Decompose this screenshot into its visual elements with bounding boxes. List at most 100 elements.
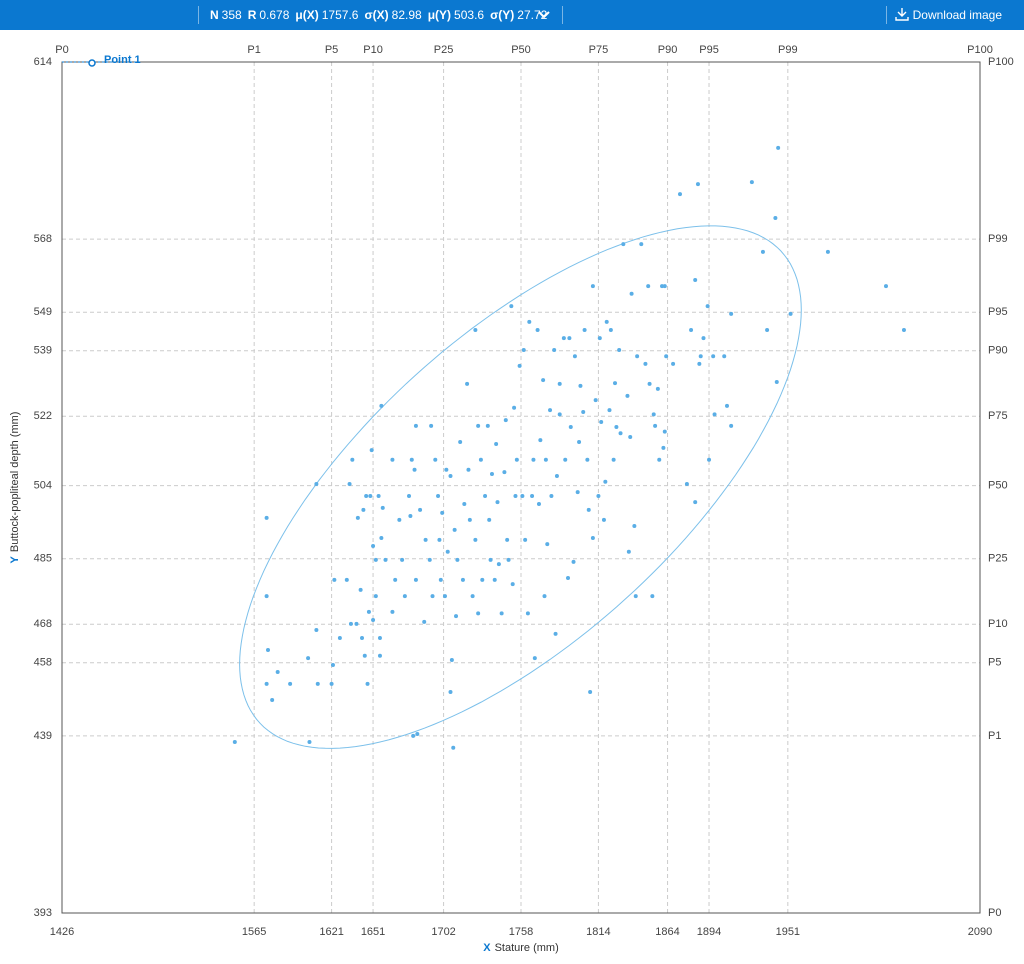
point <box>265 647 270 652</box>
point <box>554 473 559 478</box>
point <box>604 319 609 324</box>
point <box>514 457 519 462</box>
point <box>561 336 566 341</box>
point <box>438 577 443 582</box>
point <box>390 609 395 614</box>
point <box>376 493 381 498</box>
plot-frame <box>61 61 981 914</box>
point <box>695 182 700 187</box>
point <box>422 619 427 624</box>
stat-label: μ(X) <box>295 8 319 22</box>
point <box>480 577 485 582</box>
point <box>578 383 583 388</box>
x-percentile-label: P1 <box>247 44 260 56</box>
x-tick-label: 1951 <box>776 926 800 938</box>
point <box>512 405 517 410</box>
y-percentile-label: P75 <box>988 410 1008 422</box>
point <box>548 408 553 413</box>
point <box>413 577 418 582</box>
point <box>502 470 507 475</box>
y-percentile-label: P50 <box>988 479 1008 491</box>
point <box>408 513 413 518</box>
point <box>418 507 423 512</box>
point <box>377 653 382 658</box>
point <box>355 515 360 520</box>
point <box>662 429 667 434</box>
y-tick-label: 458 <box>34 657 52 669</box>
stat-label: R <box>247 8 257 22</box>
x-percentile-label: P50 <box>511 44 531 56</box>
stat-value: 1757.6 <box>321 8 359 22</box>
point <box>729 423 734 428</box>
point <box>390 457 395 462</box>
stat-value: 503.6 <box>454 8 485 22</box>
x-tick-label: 1651 <box>361 926 385 938</box>
point <box>698 354 703 359</box>
expand-icon[interactable] <box>537 10 551 20</box>
point <box>603 479 608 484</box>
point <box>635 354 640 359</box>
y-tick-label: 549 <box>34 306 52 318</box>
annotation-marker <box>88 59 96 67</box>
point <box>448 689 453 694</box>
point <box>577 440 582 445</box>
point <box>693 277 698 282</box>
divider <box>198 6 199 24</box>
point <box>581 410 586 415</box>
point <box>473 328 478 333</box>
point <box>705 304 710 309</box>
y-axis-letter: Y <box>9 555 21 563</box>
point <box>599 420 604 425</box>
point <box>232 740 237 745</box>
point <box>883 284 888 289</box>
point <box>567 336 572 341</box>
point <box>487 517 492 522</box>
x-tick-label: 1758 <box>509 926 533 938</box>
point <box>697 361 702 366</box>
point <box>521 348 526 353</box>
stat: R 0.678 <box>248 8 290 22</box>
point <box>650 594 655 599</box>
point <box>371 544 376 549</box>
x-tick-label: 1426 <box>50 926 74 938</box>
point <box>344 577 349 582</box>
point <box>572 354 577 359</box>
x-axis-label: Stature (mm) <box>495 942 559 954</box>
point <box>626 549 631 554</box>
point <box>380 505 385 510</box>
stat-label: N <box>210 8 219 22</box>
point <box>478 457 483 462</box>
point <box>585 457 590 462</box>
point <box>607 408 612 413</box>
point <box>614 425 619 430</box>
stat-value: 358 <box>221 8 242 22</box>
divider <box>886 6 887 24</box>
point <box>629 291 634 296</box>
point <box>538 438 543 443</box>
point <box>749 180 754 185</box>
download-button[interactable]: Download image <box>894 0 1002 30</box>
point <box>330 663 335 668</box>
stat: σ(X) 82.98 <box>364 8 421 22</box>
point <box>532 656 537 661</box>
point <box>568 425 573 430</box>
point <box>535 328 540 333</box>
point <box>275 669 280 674</box>
point <box>760 249 765 254</box>
stat: μ(X) 1757.6 <box>295 8 358 22</box>
y-percentile-label: P100 <box>988 56 1014 68</box>
x-percentile-label: P25 <box>434 44 454 56</box>
point <box>288 681 293 686</box>
chart: 1426 P0 1565 P1 1621 P5 1651 P10 1702 P25 1758 P50 1… <box>9 44 1014 954</box>
x-tick-label: 2090 <box>968 926 992 938</box>
point <box>393 577 398 582</box>
y-percentile-label: P1 <box>988 730 1001 742</box>
point <box>402 594 407 599</box>
point <box>423 537 428 542</box>
point <box>348 621 353 626</box>
point <box>505 537 510 542</box>
point <box>337 636 342 641</box>
point <box>415 731 420 736</box>
download-label: Download image <box>912 8 1002 22</box>
point <box>549 493 554 498</box>
